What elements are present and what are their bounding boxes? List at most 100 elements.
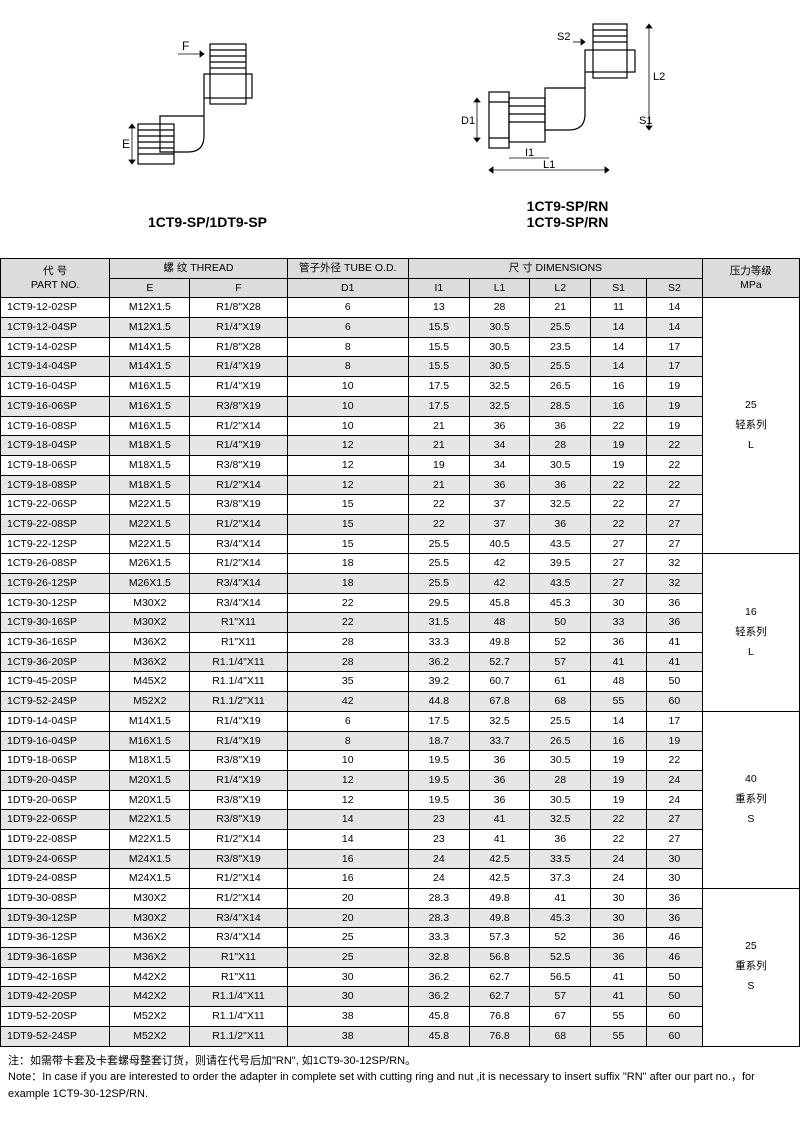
- cell-value: 28.3: [408, 908, 469, 928]
- diagram-right-label-2: 1CT9-SP/RN: [453, 214, 683, 230]
- cell-value: 38: [287, 1026, 408, 1046]
- cell-value: M30X2: [110, 908, 190, 928]
- cell-value: 76.8: [469, 1007, 530, 1027]
- cell-value: 19.5: [408, 770, 469, 790]
- cell-value: 22: [287, 593, 408, 613]
- cell-value: 67: [530, 1007, 591, 1027]
- cell-value: 45.8: [408, 1007, 469, 1027]
- cell-value: R1.1/4"X11: [190, 672, 287, 692]
- elbow-fitting-right-icon: S2 L2 S1 D1 I1: [453, 10, 683, 180]
- table-row: 1DT9-42-20SPM42X2R1.1/4"X113036.262.7574…: [1, 987, 800, 1007]
- cell-value: 30: [591, 593, 647, 613]
- mpa-value: 25: [706, 396, 796, 416]
- cell-value: 19: [591, 790, 647, 810]
- cell-value: R1"X11: [190, 948, 287, 968]
- cell-value: 17.5: [408, 377, 469, 397]
- cell-value: 19: [591, 436, 647, 456]
- table-row: 1DT9-30-08SPM30X2R1/2"X142028.349.841303…: [1, 889, 800, 909]
- cell-value: R1/4"X19: [190, 357, 287, 377]
- table-row: 1DT9-24-08SPM24X1.5R1/2"X14162442.537.32…: [1, 869, 800, 889]
- cell-value: 52: [530, 633, 591, 653]
- cell-partno: 1CT9-26-12SP: [1, 574, 110, 594]
- table-row: 1CT9-18-08SPM18X1.5R1/2"X14122136362222: [1, 475, 800, 495]
- cell-value: 12: [287, 475, 408, 495]
- cell-value: 14: [646, 318, 702, 338]
- cell-partno: 1CT9-12-04SP: [1, 318, 110, 338]
- cell-value: 32.5: [530, 810, 591, 830]
- cell-partno: 1DT9-24-06SP: [1, 849, 110, 869]
- cell-value: 28: [287, 652, 408, 672]
- cell-value: 45.8: [408, 1026, 469, 1046]
- table-row: 1CT9-22-08SPM22X1.5R1/2"X14152237362227: [1, 514, 800, 534]
- cell-partno: 1CT9-18-08SP: [1, 475, 110, 495]
- cell-value: M22X1.5: [110, 829, 190, 849]
- cell-value: 28: [287, 633, 408, 653]
- cell-value: M16X1.5: [110, 416, 190, 436]
- cell-value: 36: [469, 475, 530, 495]
- cell-value: 8: [287, 357, 408, 377]
- cell-value: 27: [646, 514, 702, 534]
- cell-value: M30X2: [110, 889, 190, 909]
- cell-value: R3/4"X14: [190, 574, 287, 594]
- cell-value: 15: [287, 534, 408, 554]
- cell-value: 21: [408, 416, 469, 436]
- cell-value: 25.5: [530, 711, 591, 731]
- cell-value: 24: [591, 849, 647, 869]
- cell-value: 30.5: [530, 751, 591, 771]
- cell-value: 22: [646, 436, 702, 456]
- cell-value: R1.1/2"X11: [190, 692, 287, 712]
- cell-value: 14: [591, 337, 647, 357]
- cell-value: R1.1/2"X11: [190, 1026, 287, 1046]
- cell-value: 30: [646, 849, 702, 869]
- table-row: 1CT9-12-04SPM12X1.5R1/4"X19615.530.525.5…: [1, 318, 800, 338]
- table-row: 1CT9-14-02SPM14X1.5R1/8"X28815.530.523.5…: [1, 337, 800, 357]
- table-row: 1DT9-36-12SPM36X2R3/4"X142533.357.352364…: [1, 928, 800, 948]
- cell-value: M52X2: [110, 1007, 190, 1027]
- cell-value: 30.5: [469, 357, 530, 377]
- cell-value: 14: [287, 810, 408, 830]
- cell-value: 60.7: [469, 672, 530, 692]
- table-row: 1DT9-36-16SPM36X2R1"X112532.856.852.5364…: [1, 948, 800, 968]
- cell-value: 26.5: [530, 377, 591, 397]
- cell-value: 15.5: [408, 318, 469, 338]
- table-row: 1CT9-26-08SPM26X1.5R1/2"X141825.54239.52…: [1, 554, 800, 574]
- diagram-right: S2 L2 S1 D1 I1: [453, 10, 683, 230]
- cell-value: 19: [646, 377, 702, 397]
- cell-value: 36: [530, 514, 591, 534]
- cell-value: 32.5: [469, 377, 530, 397]
- cell-value: M20X1.5: [110, 770, 190, 790]
- cell-value: 49.8: [469, 633, 530, 653]
- cell-value: 12: [287, 455, 408, 475]
- cell-value: 18.7: [408, 731, 469, 751]
- cell-value: 68: [530, 692, 591, 712]
- cell-value: 24: [408, 869, 469, 889]
- cell-value: 37.3: [530, 869, 591, 889]
- cell-partno: 1CT9-16-04SP: [1, 377, 110, 397]
- cell-partno: 1DT9-24-08SP: [1, 869, 110, 889]
- cell-value: 36.2: [408, 652, 469, 672]
- cell-value: 49.8: [469, 908, 530, 928]
- series-en: S: [706, 810, 796, 830]
- cell-value: 55: [591, 1026, 647, 1046]
- cell-value: M16X1.5: [110, 377, 190, 397]
- cell-value: 36: [646, 613, 702, 633]
- cell-value: 10: [287, 377, 408, 397]
- cell-value: 60: [646, 1026, 702, 1046]
- table-row: 1DT9-16-04SPM16X1.5R1/4"X19818.733.726.5…: [1, 731, 800, 751]
- diagram-right-label-1: 1CT9-SP/RN: [453, 198, 683, 214]
- cell-value: 36: [530, 829, 591, 849]
- cell-value: M18X1.5: [110, 455, 190, 475]
- cell-value: 13: [408, 298, 469, 318]
- cell-partno: 1DT9-22-08SP: [1, 829, 110, 849]
- cell-value: 22: [646, 751, 702, 771]
- cell-value: 25: [287, 928, 408, 948]
- table-row: 1DT9-20-04SPM20X1.5R1/4"X191219.53628192…: [1, 770, 800, 790]
- cell-value: 41: [530, 889, 591, 909]
- cell-value: 20: [287, 889, 408, 909]
- cell-value: 36: [469, 770, 530, 790]
- cell-value: M22X1.5: [110, 495, 190, 515]
- cell-value: 41: [646, 633, 702, 653]
- cell-value: M30X2: [110, 593, 190, 613]
- cell-value: M16X1.5: [110, 396, 190, 416]
- cell-value: 41: [646, 652, 702, 672]
